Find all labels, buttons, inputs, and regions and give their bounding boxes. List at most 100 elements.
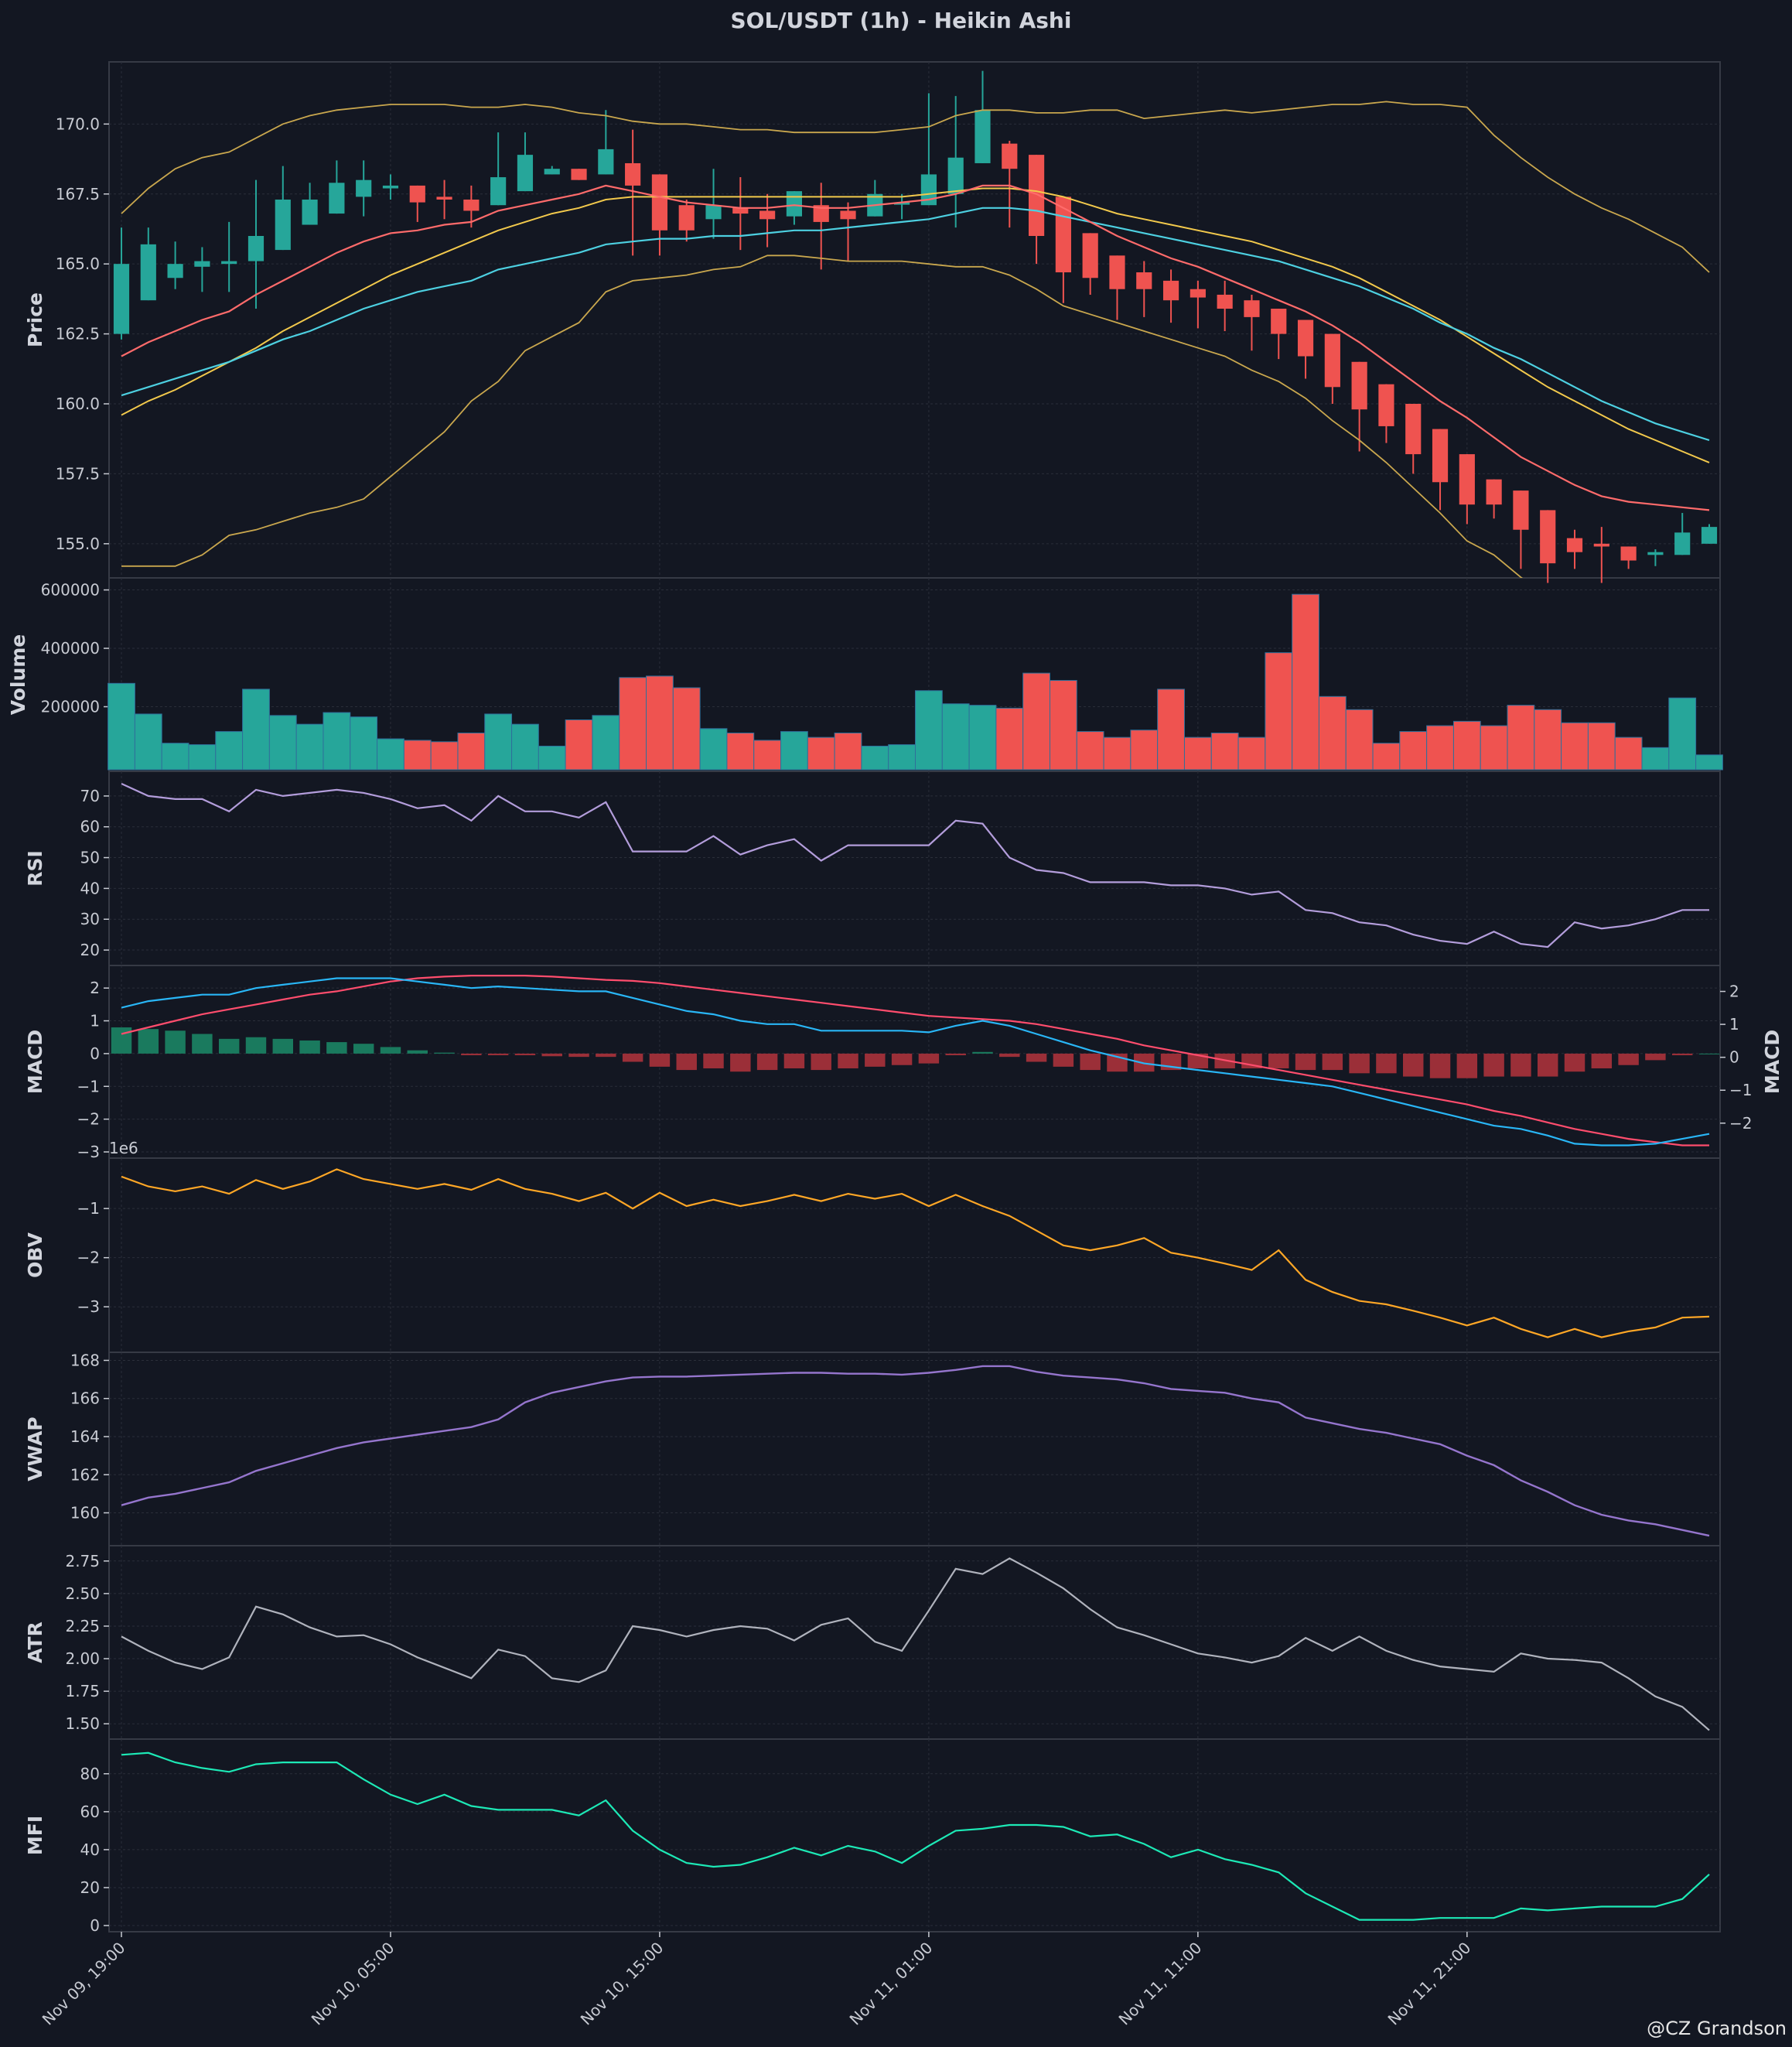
volume-bar: [215, 731, 244, 771]
panel-obv: −1 −2 −3 1e6 OBV: [24, 1139, 1721, 1353]
volume-bar: [1049, 680, 1077, 771]
macd-hist-bar: [1403, 1053, 1424, 1077]
volume-bar: [1641, 747, 1670, 771]
panel-frame: [108, 1352, 1721, 1546]
y-tick-label: 1.50: [65, 1714, 100, 1733]
volume-bar: [108, 682, 135, 771]
macd-hist-bar: [918, 1053, 940, 1064]
candle-body: [1378, 384, 1394, 426]
macd-hist-bar: [487, 1053, 509, 1056]
panel-macd: 2 1 0 −1 −2 −3 2 1 0 −1 −2 MACD MACD: [24, 965, 1783, 1161]
candle-body: [1540, 510, 1556, 564]
y-tick-label: 160: [70, 1504, 100, 1522]
candle-body: [920, 174, 937, 206]
volume-bar: [1452, 720, 1481, 771]
y-tick-label: 30: [80, 910, 100, 928]
macd-hist-bar: [730, 1053, 751, 1072]
macd-hist-bar: [111, 1027, 132, 1054]
candle-body: [1109, 255, 1125, 289]
panel-frame: [108, 965, 1721, 1159]
y-tick-label: −2: [77, 1249, 100, 1267]
macd-hist-bar: [676, 1053, 697, 1071]
ma-red-line: [121, 184, 1710, 511]
y-tick-label: 400000: [41, 639, 100, 658]
candles-group: [113, 70, 1718, 583]
candle-body: [1647, 552, 1664, 555]
y-tick-label: −1: [77, 1199, 100, 1218]
volume-bar: [699, 728, 728, 771]
y-tick-label: 600000: [41, 581, 100, 600]
volume-bar: [861, 745, 889, 771]
panel-frame: [108, 61, 1721, 579]
y-right-tick-label: −2: [1729, 1114, 1752, 1133]
volume-bar: [161, 743, 189, 771]
macd-hist-bar: [1537, 1053, 1558, 1077]
macd-hist-bar: [514, 1053, 536, 1056]
volume-bar: [350, 716, 378, 771]
volume-bar: [457, 732, 486, 771]
candle-body: [1028, 155, 1045, 236]
y-axis-label: OBV: [24, 1232, 46, 1278]
panel-frame: [108, 1738, 1721, 1933]
macd-hist-bar: [1645, 1053, 1666, 1061]
volume-bar: [484, 713, 513, 771]
candle-body: [1162, 280, 1179, 301]
panel-mfi: 0 20 40 60 80 MFI: [24, 1738, 1721, 1935]
candle-body: [1324, 333, 1340, 388]
volume-bar: [1022, 672, 1050, 771]
obv-line: [121, 1168, 1710, 1338]
y-tick-label: 162.5: [56, 325, 100, 343]
macd-hist-bar: [165, 1030, 186, 1054]
volume-bar: [1318, 695, 1347, 771]
y-tick-label: 20: [80, 1878, 100, 1897]
macd-hist-bar: [783, 1053, 805, 1068]
volume-bar: [1561, 722, 1589, 771]
candle-body: [1593, 543, 1609, 547]
macd-hist-bar: [1187, 1053, 1209, 1068]
macd-hist-bar: [1510, 1053, 1531, 1077]
candle-body: [1459, 454, 1475, 505]
candle-body: [463, 199, 480, 211]
volume-bar: [726, 732, 755, 771]
rsi-line: [121, 782, 1709, 948]
volume-bar: [565, 719, 593, 771]
y-tick-label: 80: [80, 1765, 100, 1783]
y-tick-label: 50: [80, 849, 100, 867]
y-right-tick-label: −1: [1729, 1081, 1752, 1099]
macd-hist-bar: [1429, 1053, 1451, 1078]
volume-bar: [1237, 736, 1266, 771]
macd-hist-bar: [461, 1053, 482, 1056]
volume-bar: [1157, 689, 1185, 771]
macd-hist-bar: [353, 1044, 374, 1054]
ma-cyan-line: [121, 207, 1710, 442]
candle-body: [382, 185, 399, 189]
y-tick-label: 60: [80, 1803, 100, 1821]
volume-bar: [430, 741, 459, 771]
y-axis-label: MFI: [24, 1816, 46, 1855]
candle-body: [1271, 309, 1287, 334]
y-tick-label: −3: [77, 1143, 100, 1161]
candle-body: [409, 185, 425, 203]
macd-histogram: [111, 1027, 1720, 1078]
macd-hist-bar: [1268, 1053, 1289, 1068]
macd-hist-bar: [865, 1053, 886, 1067]
volume-bar: [1292, 593, 1319, 771]
macd-hist-bar: [1295, 1053, 1316, 1071]
y-tick-label: 157.5: [56, 464, 100, 483]
ma-yellow-line: [121, 187, 1710, 463]
y-tick-label: 2.25: [65, 1617, 100, 1635]
candle-body: [598, 149, 614, 175]
candle-body: [1674, 532, 1691, 555]
volume-bar: [1534, 709, 1562, 771]
candle-body: [1082, 233, 1098, 279]
candle-body: [247, 236, 265, 261]
volume-bar: [323, 712, 351, 771]
candle-body: [651, 174, 668, 231]
volume-bar: [1210, 732, 1239, 771]
candle-body: [625, 162, 641, 186]
panel-atr: 1.50 1.75 2.00 2.25 2.50 2.75 ATR: [24, 1545, 1721, 1740]
candle-body: [1620, 546, 1637, 561]
volume-bar: [834, 732, 862, 771]
y-tick-label: 167.5: [56, 185, 100, 203]
volume-bar: [1076, 731, 1104, 771]
